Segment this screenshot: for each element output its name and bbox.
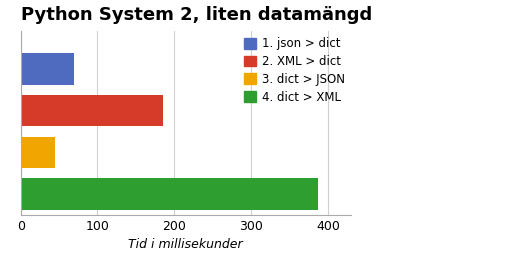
X-axis label: Tid i millisekunder: Tid i millisekunder xyxy=(128,238,243,251)
Text: Python System 2, liten datamängd: Python System 2, liten datamängd xyxy=(21,6,372,24)
Bar xyxy=(21,178,318,210)
Bar xyxy=(21,137,55,168)
Bar xyxy=(21,95,163,126)
Legend: 1. json > dict, 2. XML > dict, 3. dict > JSON, 4. dict > XML: 1. json > dict, 2. XML > dict, 3. dict >… xyxy=(244,37,345,103)
Bar xyxy=(21,53,74,85)
